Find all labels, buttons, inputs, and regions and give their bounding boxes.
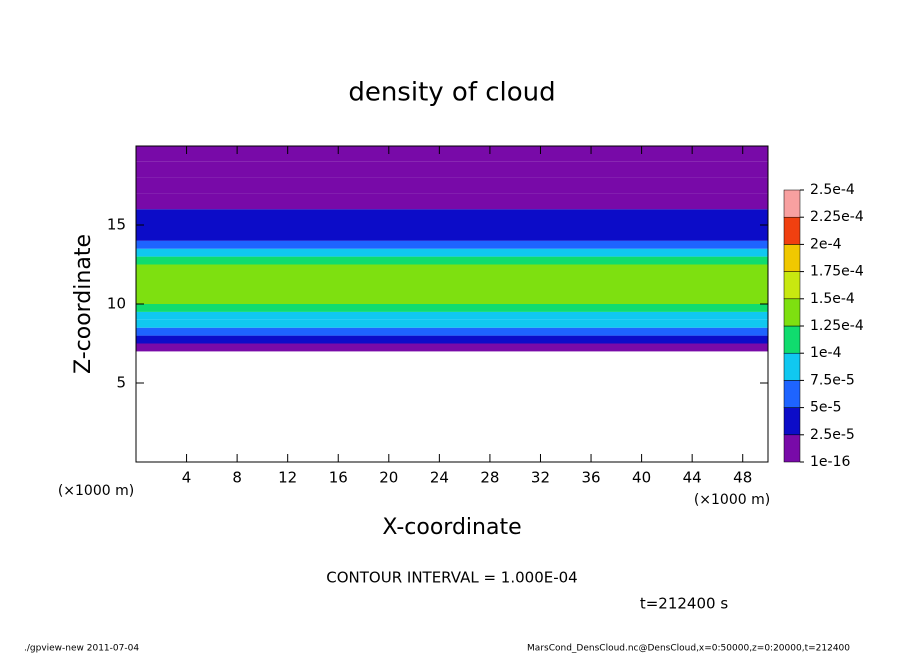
- x-tick-label: 24: [430, 469, 449, 487]
- field-band: [136, 193, 768, 210]
- x-tick-label: 4: [182, 469, 192, 487]
- colorbar-box: [783, 380, 801, 408]
- field-band: [136, 327, 768, 336]
- colorbar-label: 1e-16: [810, 454, 850, 470]
- colorbar-box: [783, 407, 801, 436]
- field-band: [136, 311, 768, 320]
- field-band: [136, 256, 768, 265]
- colorbar-label: 7.5e-5: [810, 372, 855, 388]
- x-tick-label: 12: [278, 469, 297, 487]
- x-axis-label: X-coordinate: [382, 515, 521, 540]
- field-band: [136, 319, 768, 328]
- colorbar-label: 2.25e-4: [810, 209, 864, 225]
- colorbar-label: 1e-4: [810, 345, 842, 361]
- colorbar-label: 2.5e-4: [810, 182, 855, 198]
- colorbar-box: [783, 271, 801, 300]
- contour-interval: CONTOUR INTERVAL = 1.000E-04: [326, 569, 577, 587]
- colorbar-box: [783, 352, 801, 381]
- field-band: [136, 248, 768, 257]
- colorbar-box: [783, 434, 801, 463]
- field-band: [136, 161, 768, 178]
- colorbar-label: 2e-4: [810, 236, 842, 252]
- colorbar-box: [783, 325, 801, 354]
- colorbar-box: [783, 298, 801, 327]
- field-band: [136, 343, 768, 352]
- x-tick-label: 36: [581, 469, 600, 487]
- x-tick-label: 8: [232, 469, 242, 487]
- y-unit: (×1000 m): [58, 483, 134, 499]
- y-tick-label: 10: [107, 295, 126, 313]
- x-tick-label: 32: [531, 469, 550, 487]
- field-band: [136, 209, 768, 225]
- field-band: [136, 304, 768, 312]
- colorbar-label: 5e-5: [810, 400, 841, 416]
- x-tick-label: 28: [480, 469, 499, 487]
- x-tick-label: 44: [683, 469, 702, 487]
- x-tick-label: 16: [329, 469, 348, 487]
- y-axis-label: Z-coordinate: [71, 234, 96, 374]
- colorbar-label: 1.75e-4: [810, 264, 864, 280]
- colorbar-box: [783, 189, 801, 218]
- field-band: [136, 335, 768, 344]
- field-band: [136, 240, 768, 249]
- field-band: [136, 264, 768, 304]
- colorbar-label: 1.5e-4: [810, 291, 855, 307]
- footer-right: MarsCond_DensCloud.nc@DensCloud,x=0:5000…: [527, 644, 850, 654]
- field-band: [136, 177, 768, 194]
- time-label: t=212400 s: [640, 595, 728, 613]
- x-tick-label: 20: [379, 469, 398, 487]
- y-tick-label: 5: [116, 374, 126, 392]
- x-unit: (×1000 m): [694, 492, 770, 508]
- x-tick-label: 48: [733, 469, 752, 487]
- colorbar-label: 2.5e-5: [810, 427, 855, 443]
- colorbar-box: [783, 244, 801, 272]
- x-tick-label: 40: [632, 469, 651, 487]
- y-tick-label: 15: [107, 216, 126, 234]
- colorbar-box: [783, 216, 801, 245]
- colorbar-label: 1.25e-4: [810, 318, 864, 334]
- field-band: [136, 225, 768, 241]
- chart-title: density of cloud: [348, 78, 555, 108]
- footer-left: ./gpview-new 2011-07-04: [24, 644, 139, 654]
- field-band: [136, 146, 768, 162]
